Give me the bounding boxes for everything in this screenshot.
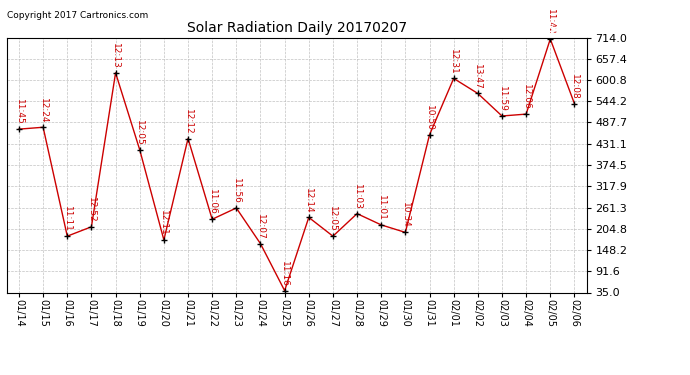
Text: 10:34: 10:34 <box>401 202 410 228</box>
Text: 11:01: 11:01 <box>377 195 386 221</box>
Text: 11:16: 11:16 <box>280 261 289 286</box>
Text: 12:12: 12:12 <box>184 109 193 134</box>
Text: 12:13: 12:13 <box>111 43 120 69</box>
Text: 12:08: 12:08 <box>570 74 579 99</box>
Text: 11:11: 11:11 <box>63 206 72 232</box>
Text: 12:14: 12:14 <box>304 188 313 213</box>
Text: 11:03: 11:03 <box>353 184 362 210</box>
Text: 12:52: 12:52 <box>87 197 96 223</box>
Text: Radiation  (W/m2): Radiation (W/m2) <box>530 24 636 34</box>
Text: 11:42: 11:42 <box>546 9 555 35</box>
Text: 12:31: 12:31 <box>449 48 458 74</box>
Text: 11:56: 11:56 <box>232 178 241 204</box>
Text: 11:06: 11:06 <box>208 189 217 215</box>
Text: 12:06: 12:06 <box>522 84 531 110</box>
Title: Solar Radiation Daily 20170207: Solar Radiation Daily 20170207 <box>186 21 407 35</box>
Text: 12:05: 12:05 <box>135 120 144 146</box>
Text: Copyright 2017 Cartronics.com: Copyright 2017 Cartronics.com <box>7 11 148 20</box>
Text: 12:05: 12:05 <box>328 206 337 232</box>
Text: 12:11: 12:11 <box>159 210 168 236</box>
Text: 12:24: 12:24 <box>39 98 48 123</box>
Text: 11:59: 11:59 <box>497 86 506 112</box>
Text: 10:50: 10:50 <box>425 105 434 130</box>
Text: 13:47: 13:47 <box>473 63 482 89</box>
Text: 11:45: 11:45 <box>14 99 23 125</box>
Text: 12:07: 12:07 <box>256 214 265 240</box>
